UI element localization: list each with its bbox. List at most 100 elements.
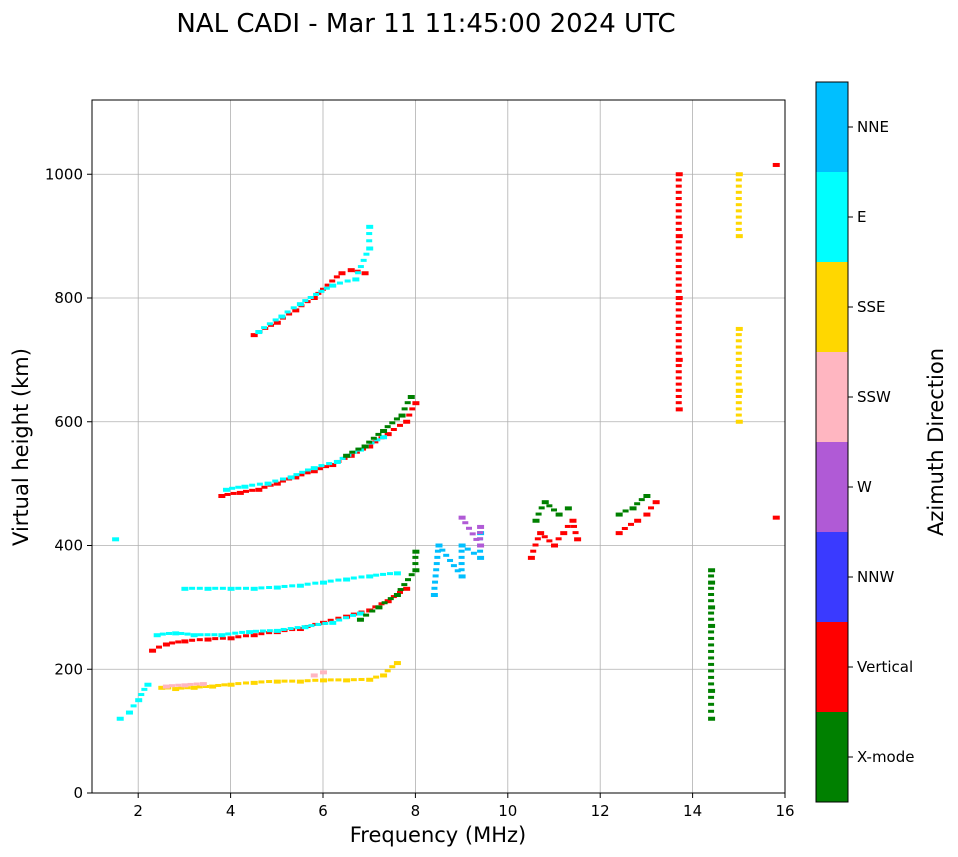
echo-point	[159, 632, 166, 636]
echo-point	[361, 444, 369, 449]
echo-point	[301, 625, 309, 630]
echo-point	[638, 498, 645, 502]
echo-point	[675, 382, 682, 386]
echo-point	[343, 453, 351, 458]
colorbar-label: SSW	[857, 388, 891, 406]
echo-point	[530, 549, 537, 553]
echo-point	[628, 522, 634, 526]
echo-point	[232, 631, 239, 635]
echo-point	[551, 508, 557, 512]
echo-point	[564, 524, 571, 528]
echo-point	[708, 709, 715, 713]
echo-point	[255, 330, 263, 335]
echo-point	[534, 537, 541, 541]
echo-point	[273, 481, 281, 486]
echo-point	[675, 370, 682, 374]
echo-point	[406, 413, 413, 417]
echo-point	[250, 333, 258, 338]
echo-point	[708, 630, 715, 634]
echo-point	[527, 555, 535, 560]
echo-point	[708, 611, 715, 615]
echo-point	[358, 575, 365, 579]
echo-point	[304, 468, 311, 472]
echo-point	[310, 673, 318, 678]
echo-point	[363, 613, 370, 617]
echo-point	[397, 590, 403, 594]
echo-point	[458, 562, 465, 566]
echo-point	[335, 578, 342, 582]
echo-point	[735, 339, 742, 343]
echo-point	[458, 574, 466, 579]
echo-point	[336, 281, 343, 285]
echo-point	[250, 680, 258, 685]
echo-point	[615, 512, 623, 517]
echo-point	[735, 407, 742, 411]
echo-point	[212, 586, 219, 590]
echo-point	[675, 351, 682, 355]
echo-point	[735, 215, 742, 219]
colorbar-swatch	[816, 442, 848, 532]
echo-point	[555, 537, 562, 541]
echo-point	[378, 602, 385, 606]
echo-point	[343, 616, 350, 620]
colorbar-label: NNW	[857, 568, 894, 586]
echo-point	[318, 464, 325, 468]
colorbar-swatch	[816, 712, 848, 802]
echo-point	[320, 670, 327, 675]
echo-point	[458, 549, 465, 553]
echo-point	[398, 413, 406, 418]
echo-point	[675, 178, 682, 182]
echo-point	[735, 376, 742, 380]
echo-point	[373, 675, 380, 679]
echo-point	[215, 683, 222, 687]
echo-point	[296, 583, 304, 588]
echo-point	[190, 685, 198, 690]
echo-point	[735, 382, 742, 386]
echo-point	[405, 578, 412, 582]
echo-point	[708, 669, 715, 673]
echo-point	[532, 543, 539, 547]
echo-point	[258, 586, 265, 590]
echo-point	[387, 597, 394, 601]
echo-point	[366, 444, 374, 449]
echo-point	[243, 634, 249, 638]
echo-point	[675, 364, 682, 368]
echo-point	[447, 558, 454, 562]
echo-point	[304, 679, 311, 683]
echo-point	[450, 564, 457, 568]
y-tick-label: 600	[54, 413, 83, 431]
echo-point	[386, 572, 393, 576]
echo-point	[358, 677, 365, 681]
echo-point	[407, 395, 415, 399]
echo-point	[675, 209, 682, 213]
echo-point	[197, 633, 204, 637]
echo-point	[708, 643, 715, 647]
echo-point	[313, 292, 320, 296]
echo-point	[409, 407, 416, 411]
echo-point	[280, 627, 287, 631]
echo-point	[279, 477, 286, 481]
echo-point	[634, 518, 642, 523]
echo-point	[560, 531, 568, 536]
echo-point	[735, 413, 742, 417]
echo-point	[735, 178, 742, 182]
echo-point	[380, 572, 387, 576]
echo-point	[470, 551, 477, 555]
echo-point	[735, 401, 742, 405]
trace-16MHz-edge	[772, 162, 780, 520]
y-axis-label: Virtual height (km)	[9, 348, 33, 546]
echo-point	[266, 680, 273, 684]
trace-F1-trace-E	[153, 611, 364, 638]
echo-point	[239, 630, 246, 634]
echo-point	[264, 481, 272, 486]
echo-point	[735, 234, 743, 239]
trace-F2-trace	[218, 401, 420, 498]
echo-point	[735, 395, 742, 398]
echo-point	[675, 234, 683, 239]
echo-point	[473, 537, 480, 541]
x-tick-label: 4	[226, 802, 236, 820]
echo-point	[204, 633, 211, 637]
trace-9MHz-col	[430, 531, 485, 597]
echo-point	[458, 515, 466, 520]
echo-point	[555, 512, 563, 517]
